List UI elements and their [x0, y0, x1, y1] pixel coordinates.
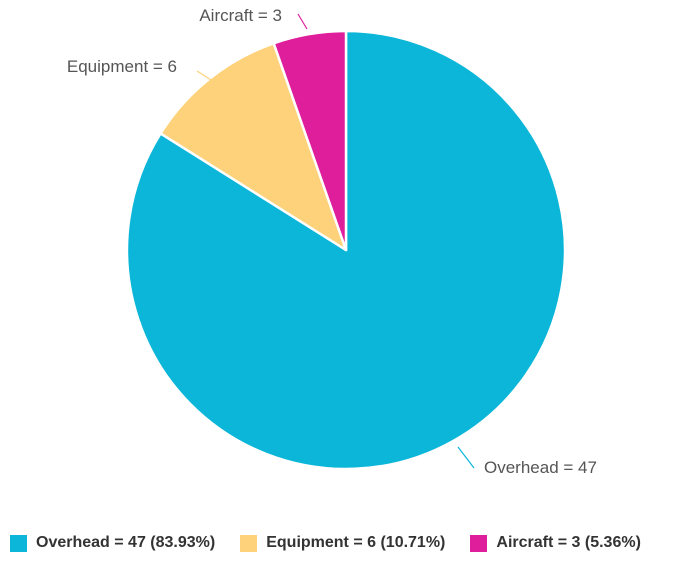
slice-label-overhead: Overhead = 47: [484, 458, 597, 477]
legend-label-aircraft: Aircraft = 3 (5.36%): [496, 534, 641, 551]
pie-slices: [125, 29, 567, 471]
pie-slice-aircraft[interactable]: [272, 29, 348, 252]
slice-labels: Overhead = 47 Equipment = 6 Aircraft = 3: [67, 6, 597, 477]
leader-line-aircraft: [297, 13, 308, 30]
legend-swatch-equipment: [240, 534, 258, 552]
legend-label-equipment: Equipment = 6 (10.71%): [266, 534, 446, 551]
leader-line-equipment: [196, 70, 212, 81]
legend-item-equipment[interactable]: Equipment = 6 (10.71%): [240, 534, 445, 552]
slice-label-aircraft: Aircraft = 3: [199, 6, 282, 25]
slice-label-equipment: Equipment = 6: [67, 57, 177, 76]
legend: Overhead = 47 (83.93%) Equipment = 6 (10…: [10, 534, 641, 552]
legend-item-aircraft[interactable]: Aircraft = 3 (5.36%): [470, 534, 641, 552]
leader-line-overhead: [457, 446, 475, 469]
legend-swatch-overhead: [10, 534, 27, 552]
leader-lines: [196, 13, 475, 469]
legend-swatch-aircraft: [470, 534, 488, 552]
pie-chart: Overhead = 47 Equipment = 6 Aircraft = 3: [67, 6, 597, 477]
legend-item-overhead[interactable]: Overhead = 47 (83.93%): [10, 534, 215, 552]
legend-label-overhead: Overhead = 47 (83.93%): [36, 534, 216, 551]
